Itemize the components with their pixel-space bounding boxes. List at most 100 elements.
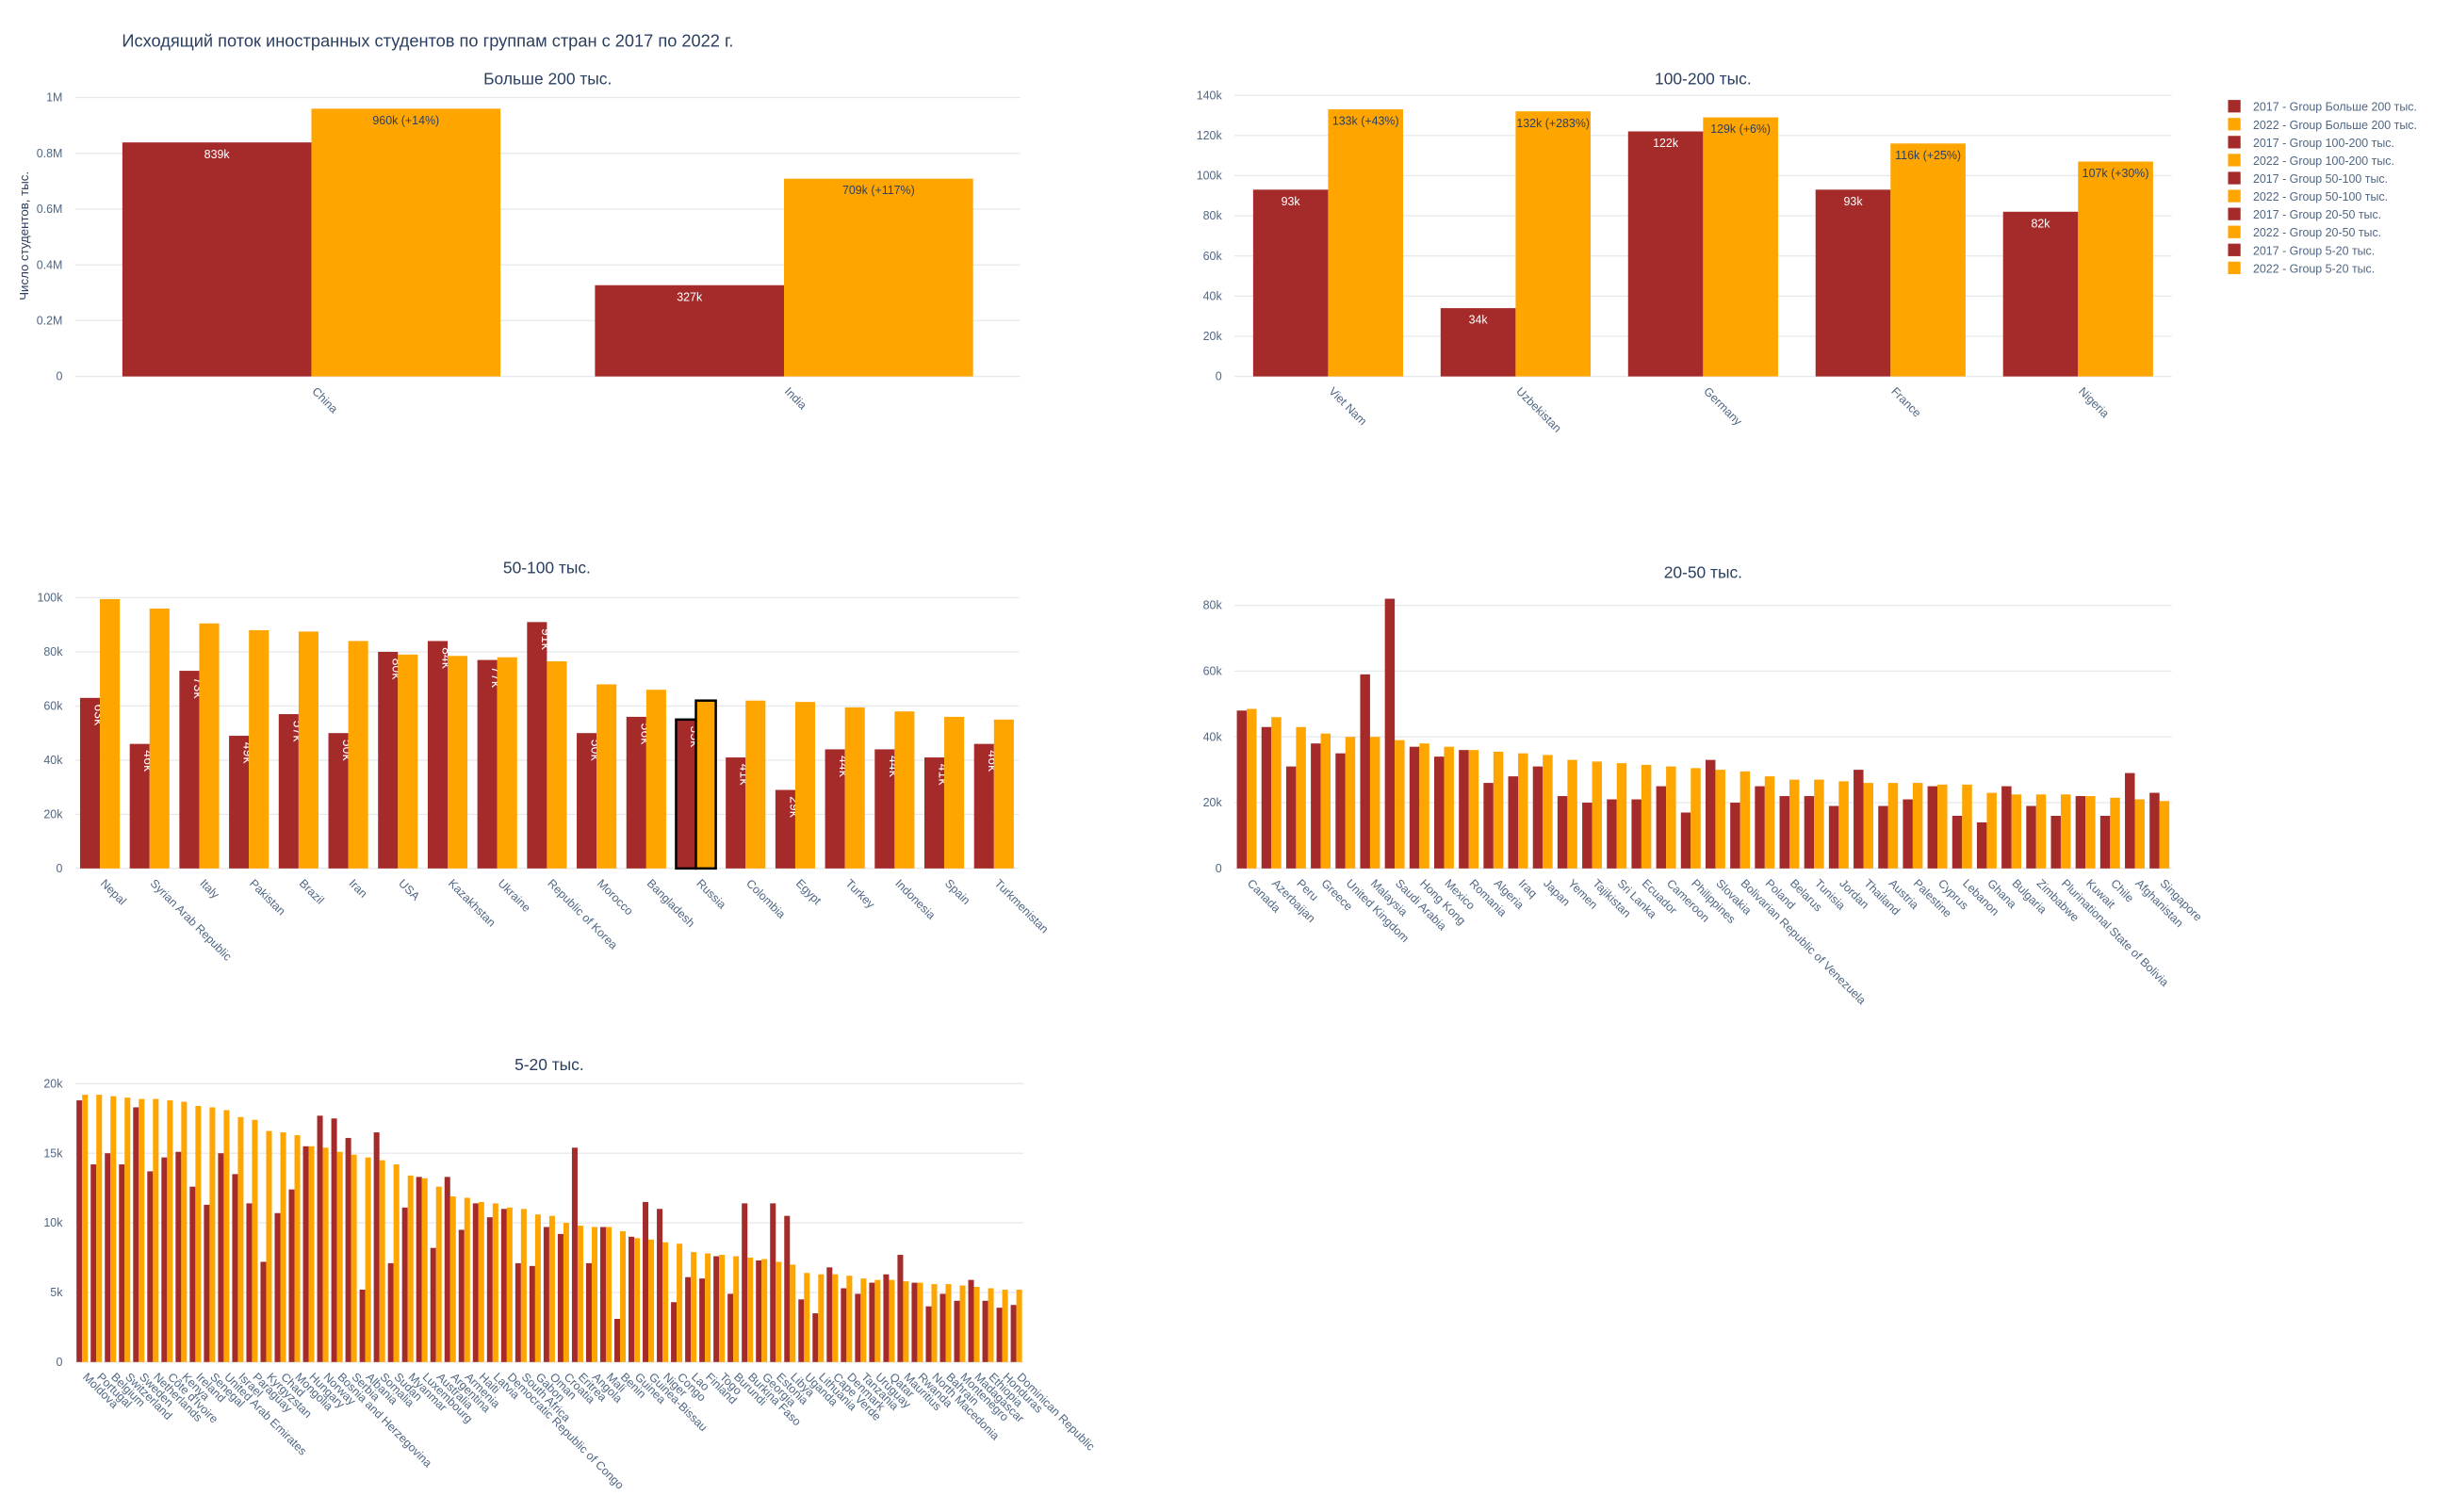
bar <box>677 1244 683 1362</box>
legend-label: 2017 - Group 5-20 тыс. <box>2253 244 2375 257</box>
bar <box>742 1203 748 1362</box>
legend-swatch <box>2228 243 2241 256</box>
bar <box>274 1212 281 1362</box>
bar <box>1261 726 1272 869</box>
x-tick-label: Bangladesh <box>645 877 697 930</box>
subplot-title: 20-50 тыс. <box>1664 562 1742 581</box>
y-tick-label: 0 <box>1216 370 1222 383</box>
bar <box>917 1282 923 1362</box>
bar <box>1320 733 1331 869</box>
x-tick-label: Pakistan <box>247 877 288 919</box>
bar <box>1483 783 1494 869</box>
bar <box>727 1293 734 1362</box>
bar <box>179 671 200 869</box>
bar <box>527 622 547 869</box>
bar <box>794 702 816 869</box>
bar <box>359 1289 366 1362</box>
bar <box>798 1299 805 1362</box>
bar <box>492 1203 498 1362</box>
bar <box>421 1178 428 1362</box>
bar <box>1409 746 1420 869</box>
bar <box>1607 799 1617 869</box>
bar <box>105 1153 111 1362</box>
bar <box>308 1146 315 1362</box>
bar <box>189 1186 196 1362</box>
bar <box>1296 726 1306 869</box>
legend-label: 2022 - Group 5-20 тыс. <box>2253 262 2375 275</box>
bar <box>1952 815 1963 869</box>
bar <box>825 749 845 869</box>
y-tick-label: 40k <box>1203 289 1223 302</box>
bar <box>2060 794 2071 869</box>
bar <box>387 1262 394 1362</box>
bar <box>1962 784 1972 869</box>
bar <box>252 1119 258 1362</box>
bar <box>557 1233 564 1362</box>
bar <box>713 1256 720 1362</box>
bar <box>745 700 766 869</box>
y-tick-label: 20k <box>1203 330 1223 343</box>
x-tick-label: Uzbekistan <box>1513 384 1563 434</box>
legend-label: 2017 - Group 50-100 тыс. <box>2253 172 2388 186</box>
y-tick-label: 20k <box>43 1077 63 1090</box>
bar <box>563 1223 569 1362</box>
x-tick-label: Nepal <box>98 877 129 908</box>
bar <box>249 629 270 869</box>
bar <box>218 1153 224 1362</box>
bar <box>302 1146 309 1362</box>
y-tick-label: 1M <box>46 91 62 105</box>
y-tick-label: 100k <box>1197 170 1223 183</box>
bar <box>939 1293 946 1362</box>
legend-swatch <box>2228 100 2241 113</box>
bar <box>705 1253 711 1362</box>
bar <box>1903 799 1913 869</box>
bar <box>1515 111 1591 377</box>
x-tick-label: Syrian Arab Republic <box>148 877 235 964</box>
bar <box>529 1265 535 1362</box>
bar <box>278 714 299 869</box>
x-tick-label: Spain <box>942 877 972 907</box>
bar <box>96 1095 103 1362</box>
bar <box>1779 796 1789 869</box>
bar <box>401 1207 408 1362</box>
legend-swatch <box>2228 189 2241 203</box>
y-tick-label: 0 <box>57 862 63 875</box>
bar <box>223 1110 230 1362</box>
x-tick-label: Viet Nam <box>1326 384 1369 428</box>
bar <box>903 1281 909 1362</box>
legend-label: 2022 - Group 20-50 тыс. <box>2253 226 2381 239</box>
bar <box>195 1105 202 1362</box>
bar <box>620 1230 627 1362</box>
x-tick-label: France <box>1888 384 1923 419</box>
bar <box>514 1262 521 1362</box>
bar <box>288 1189 295 1362</box>
bar <box>2075 796 2086 869</box>
bar <box>2159 801 2170 869</box>
x-tick-label: Iran <box>346 877 369 901</box>
bar <box>874 1279 881 1362</box>
bar <box>1890 143 1966 377</box>
bar <box>685 1276 692 1362</box>
bar <box>1236 710 1248 869</box>
bar <box>2050 815 2061 869</box>
bar <box>1740 771 1751 869</box>
bar <box>1532 766 1544 869</box>
bar <box>645 690 666 869</box>
x-tick-label: Kazakhstan <box>446 877 498 930</box>
legend-label: 2017 - Group 20-50 тыс. <box>2253 208 2381 221</box>
bar <box>199 623 220 869</box>
bar <box>626 716 646 869</box>
y-tick-label: 20k <box>1203 796 1223 809</box>
bar <box>1440 308 1516 377</box>
bar <box>719 1255 726 1362</box>
bar <box>595 285 785 377</box>
data-label: 93k <box>1282 195 1301 208</box>
bar <box>756 1260 762 1362</box>
bar <box>770 1203 776 1362</box>
bar <box>266 1130 272 1362</box>
bar <box>945 1284 952 1362</box>
bar <box>784 178 973 377</box>
bar <box>280 1132 286 1362</box>
data-label: 116k (+25%) <box>1895 149 1961 162</box>
